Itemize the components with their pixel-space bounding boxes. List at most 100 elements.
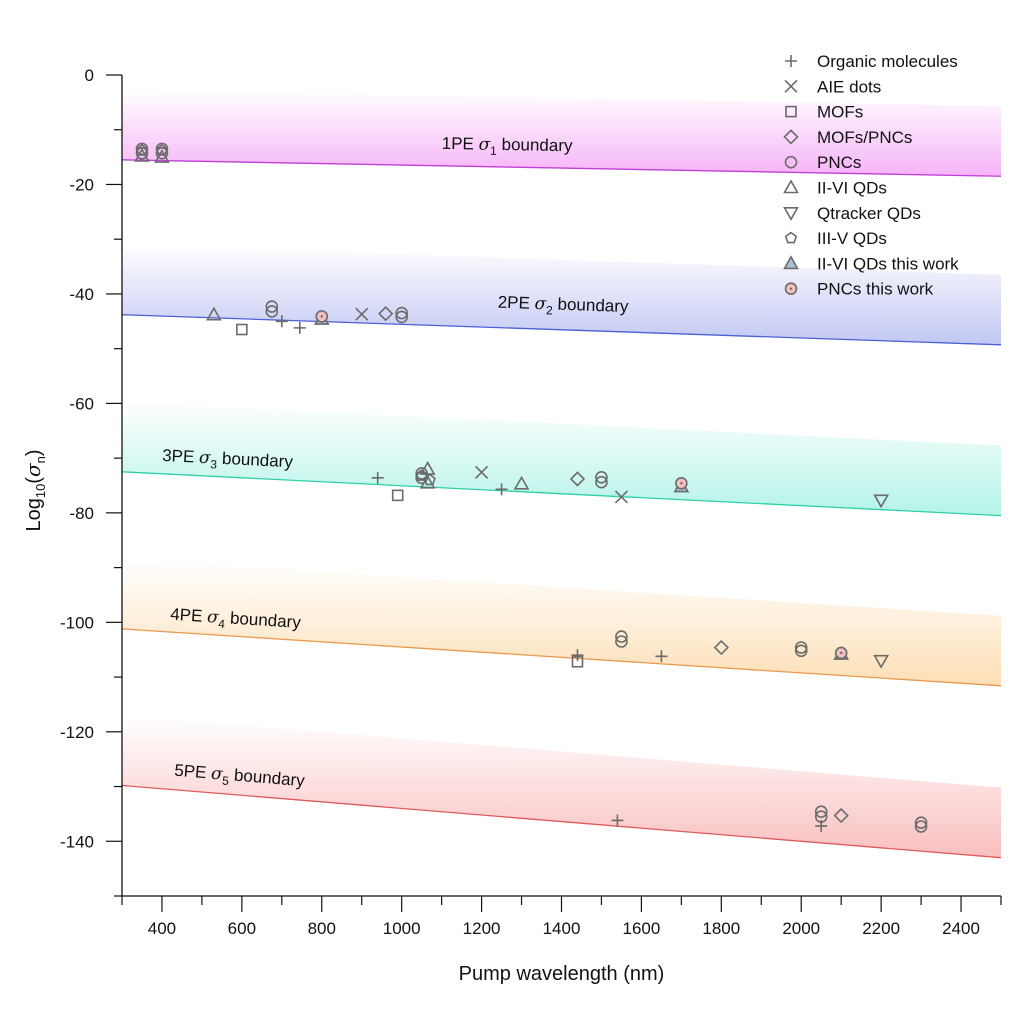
data-point	[475, 465, 489, 479]
boundary-label-sigma: σ	[206, 607, 219, 628]
x-ticks: 400 600 800 1000 1200 1400 1600 1800 2000 2200 240…	[121, 896, 1002, 938]
legend-label: MOFs	[817, 103, 863, 122]
data-point	[378, 306, 394, 322]
boundary-label-sigma: σ	[534, 294, 547, 314]
x-tick-label: 2400	[942, 919, 980, 938]
y-axis-title-paren-open: (	[23, 477, 45, 484]
data-point	[675, 477, 688, 490]
x-tick-label: 2000	[782, 919, 820, 938]
data-point	[873, 654, 890, 669]
boundary-label-prefix: 2PE	[497, 293, 534, 313]
data-point	[595, 475, 608, 489]
boundary-line-5pe	[121, 784, 1002, 859]
series-pncs-this-work	[315, 310, 848, 660]
boundary-label-sub: 5	[222, 774, 230, 789]
data-point	[135, 144, 149, 156]
data-point	[655, 650, 668, 663]
data-point	[275, 315, 288, 328]
data-point	[395, 306, 408, 320]
data-point	[495, 483, 508, 496]
legend-item: PNCs	[784, 153, 861, 172]
boundary-label-sub: 1	[490, 144, 497, 158]
series-organic-molecules	[275, 315, 828, 832]
data-point	[914, 820, 928, 833]
boundary-label-prefix: 1PE	[442, 134, 479, 154]
y-tick-label: -120	[60, 723, 94, 742]
legend-item: PNCs this work	[784, 280, 934, 299]
data-point	[415, 469, 428, 481]
legend-label: Organic molecules	[817, 52, 958, 71]
legend-label: II-VI QDs	[817, 179, 887, 198]
data-point	[833, 807, 849, 824]
boundary-label-1pe: 1PE σ1 boundary	[441, 134, 573, 159]
boundary-label-sigma: σ	[199, 448, 212, 469]
data-point	[315, 310, 329, 323]
legend-item: II-VI QDs this work	[783, 254, 959, 273]
legend-marker-icon	[783, 255, 799, 270]
boundary-label-suffix: boundary	[497, 135, 573, 155]
data-points	[134, 142, 928, 833]
legend: Organic molecules AIE dots MOFs MOFs/PNCs PN…	[783, 52, 959, 299]
data-point	[794, 641, 808, 654]
legend-marker-icon	[783, 179, 799, 194]
legend-marker-icon	[784, 155, 798, 169]
boundary-label-sub: 2	[546, 303, 553, 317]
x-tick-label: 1800	[702, 919, 740, 938]
y-tick-label: -20	[69, 175, 94, 194]
legend-label: AIE dots	[817, 77, 881, 96]
series-mofs-pncs	[378, 306, 849, 824]
boundary-label-prefix: 5PE	[174, 761, 212, 783]
boundary-band-5pe	[122, 715, 1001, 858]
y-axis-title-sigma-sub: n	[33, 456, 48, 463]
data-point	[154, 148, 170, 163]
data-point	[513, 475, 530, 490]
data-point	[834, 646, 848, 660]
x-axis-title: Pump wavelength (nm)	[459, 963, 665, 985]
boundary-label-suffix: boundary	[225, 608, 302, 632]
data-point	[135, 146, 149, 160]
legend-marker-icon	[784, 282, 798, 296]
data-point	[873, 494, 890, 509]
legend-item: AIE dots	[784, 77, 881, 96]
y-ticks: 0 -20 -40 -60 -80 -100 -120 -140	[60, 66, 122, 897]
y-axis-title-log-sub: 10	[33, 484, 48, 498]
data-point	[265, 300, 279, 313]
data-point	[265, 305, 279, 318]
boundary-band-3pe	[122, 401, 1001, 516]
x-tick-label: 1000	[383, 919, 421, 938]
legend-marker-icon	[784, 79, 798, 93]
boundary-label-prefix: 3PE	[162, 446, 200, 467]
data-point	[391, 489, 404, 502]
y-tick-label: -60	[69, 394, 94, 413]
data-point	[569, 471, 586, 487]
data-point	[814, 805, 828, 819]
y-axis-title-sigma: σ	[21, 462, 45, 477]
boundary-lines	[121, 159, 1002, 859]
data-point	[395, 310, 408, 324]
legend-label: III-V QDs	[817, 229, 887, 248]
y-tick-label: -40	[69, 285, 94, 304]
data-point	[595, 470, 608, 484]
y-tick-label: -100	[60, 613, 94, 632]
data-point	[614, 490, 628, 504]
boundary-line-3pe	[121, 471, 1002, 517]
data-point	[293, 321, 306, 334]
x-tick-label: 2200	[862, 919, 900, 938]
data-point	[814, 810, 828, 823]
y-axis-title: Log10(σn)	[21, 449, 48, 531]
legend-item: III-V QDs	[784, 229, 887, 248]
x-tick-label: 1600	[622, 919, 660, 938]
boundary-line-2pe	[121, 314, 1002, 346]
data-point	[206, 306, 222, 321]
boundary-label-suffix: boundary	[553, 295, 630, 317]
series-qtracker-qds	[873, 494, 890, 669]
boundary-label-3pe: 3PE σ3 boundary	[162, 446, 294, 475]
data-point	[236, 323, 248, 336]
legend-item: II-VI QDs	[783, 179, 887, 198]
boundary-label-4pe: 4PE σ4 boundary	[169, 605, 301, 636]
data-point	[713, 639, 729, 656]
data-point	[571, 655, 584, 668]
data-point	[423, 473, 436, 486]
x-tick-label: 1200	[463, 919, 501, 938]
